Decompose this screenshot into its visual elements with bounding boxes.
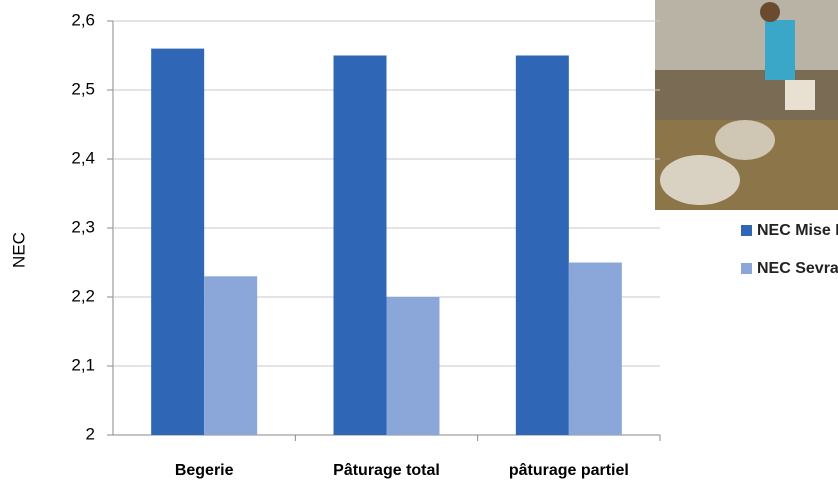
y-tick-label: 2,1 xyxy=(71,355,95,374)
y-tick-label: 2,3 xyxy=(71,217,95,236)
y-tick-label: 2,5 xyxy=(71,79,95,98)
y-tick-label: 2,6 xyxy=(71,10,95,29)
photo xyxy=(655,0,838,210)
legend-label: NEC Sevrage xyxy=(757,260,838,277)
legend-swatch xyxy=(741,263,752,274)
y-tick-label: 2 xyxy=(86,424,95,443)
y-tick-label: 2,2 xyxy=(71,286,95,305)
bar xyxy=(568,262,622,435)
y-tick-label: 2,4 xyxy=(71,148,95,167)
bar xyxy=(151,48,205,435)
legend-swatch xyxy=(741,225,752,236)
y-axis-label: NEC xyxy=(9,232,28,268)
x-tick-label: Begerie xyxy=(175,462,234,479)
x-tick-label: Pâturage total xyxy=(333,462,440,479)
bar xyxy=(515,55,569,435)
legend-label: NEC Mise Bas xyxy=(757,222,838,239)
x-tick-label: pâturage partiel xyxy=(509,462,629,479)
bar xyxy=(333,55,387,435)
bar xyxy=(386,297,440,435)
bar xyxy=(204,276,258,435)
legend: NEC Mise Bas NEC Sevrage xyxy=(741,222,838,277)
